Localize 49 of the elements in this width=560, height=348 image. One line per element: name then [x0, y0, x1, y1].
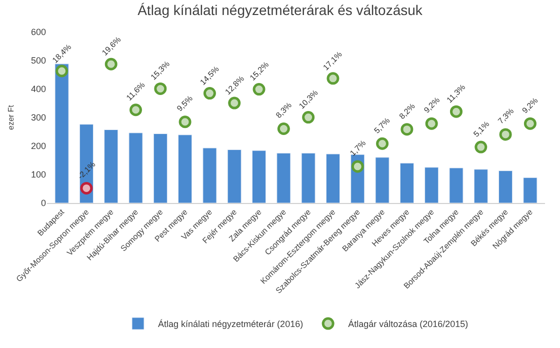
bar — [104, 130, 118, 203]
y-tick-label: 500 — [30, 56, 46, 66]
point — [450, 105, 462, 118]
bar — [326, 154, 340, 203]
bar — [128, 132, 143, 203]
point — [474, 140, 488, 154]
bar — [498, 170, 513, 203]
point — [326, 72, 340, 85]
point — [104, 58, 118, 70]
point — [178, 116, 192, 128]
point — [425, 117, 438, 130]
legend-label: Átlag kínálati négyzetméterár (2016) — [158, 319, 304, 330]
y-tick-label: 0 — [40, 198, 46, 208]
point — [228, 96, 241, 110]
bar — [54, 64, 69, 203]
point — [277, 122, 290, 135]
point — [80, 182, 93, 194]
point — [524, 117, 536, 130]
point — [400, 123, 414, 136]
point — [376, 137, 389, 150]
point — [252, 83, 266, 96]
y-tick-label: 300 — [30, 112, 46, 123]
bar — [523, 177, 538, 203]
point — [499, 128, 512, 141]
y-tick-label: 100 — [30, 170, 46, 180]
chart-title: Átlag kínálati négyzetméterárak és változásuk — [138, 2, 424, 18]
bar — [202, 148, 217, 203]
bar — [227, 149, 242, 203]
bar — [153, 133, 168, 203]
bar — [375, 157, 390, 203]
y-tick-label: 600 — [30, 27, 46, 38]
legend-label: Átlagár változása (2016/2015) — [348, 319, 468, 330]
bar — [474, 169, 488, 203]
point — [302, 111, 315, 124]
bar — [301, 152, 316, 203]
y-tick-label: 200 — [30, 141, 46, 152]
point — [351, 160, 364, 173]
bar — [178, 134, 192, 203]
bar — [252, 150, 266, 203]
y-axis-title: ezer Ft — [6, 104, 16, 130]
bar — [400, 162, 414, 203]
bar — [276, 152, 291, 203]
bar — [424, 167, 439, 203]
point — [56, 64, 68, 78]
point — [130, 104, 142, 116]
y-tick-label: 400 — [30, 84, 46, 94]
point — [203, 87, 216, 100]
point — [154, 82, 167, 95]
bar — [449, 168, 464, 203]
